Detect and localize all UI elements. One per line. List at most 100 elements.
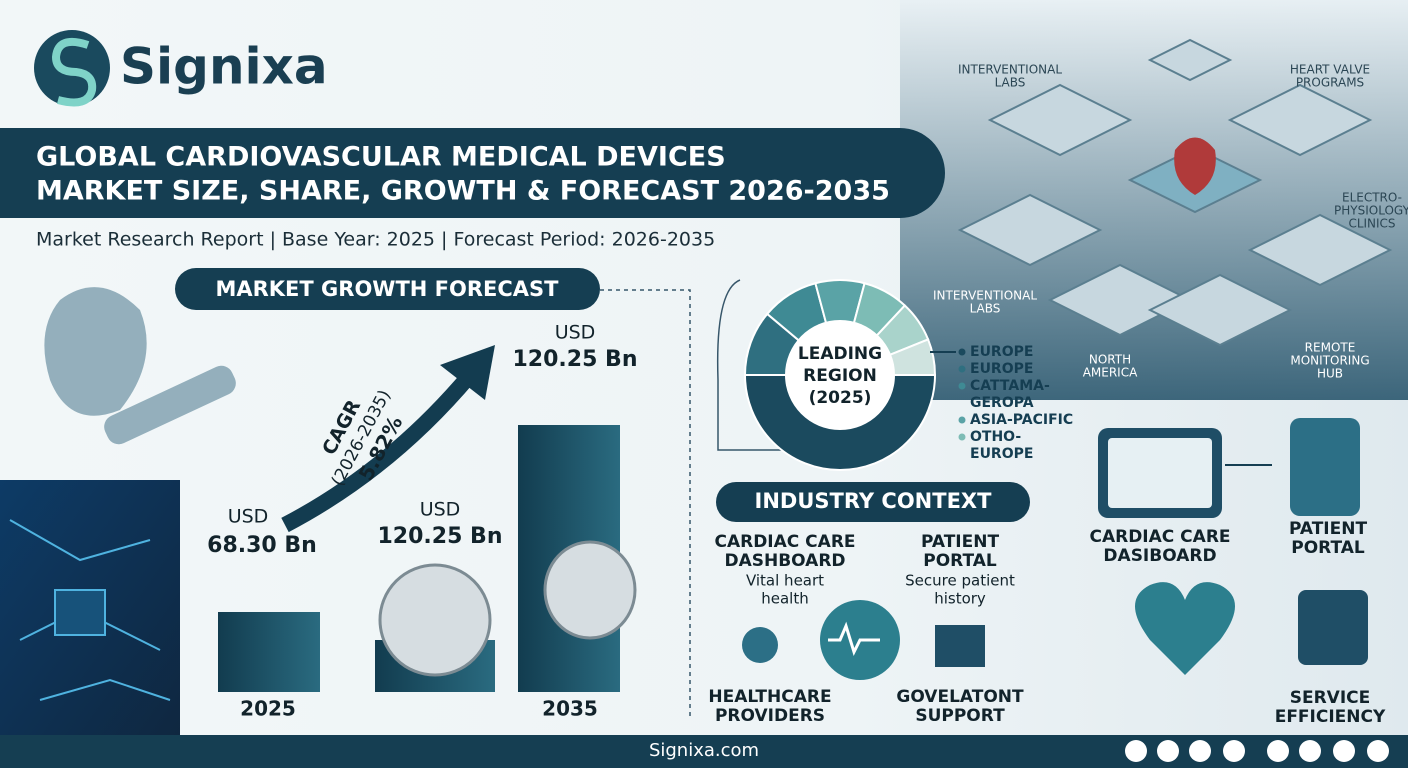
- service-label: SERVICE: [1290, 688, 1371, 708]
- donut-center: (2025): [809, 388, 872, 408]
- bar-year: 2035: [542, 697, 598, 721]
- industry-title: CARDIAC CARE: [714, 532, 855, 552]
- doctor-icon: [742, 627, 778, 663]
- map-label: LABS: [970, 302, 1001, 316]
- divider: [716, 279, 840, 451]
- bar-year: 2025: [240, 697, 296, 721]
- bar-currency: USD: [228, 506, 269, 528]
- bar-currency: USD: [420, 499, 461, 521]
- title-banner: [0, 128, 945, 218]
- divider: [600, 289, 691, 720]
- industry-title: PORTAL: [923, 551, 997, 571]
- phone-icon: [1290, 418, 1360, 516]
- bar-amount: 120.25 Bn: [513, 347, 638, 372]
- map-label: INTERVENTIONAL: [933, 289, 1037, 303]
- legend-label: CATTAMA-: [970, 378, 1050, 394]
- legend-bullet: [958, 433, 966, 441]
- heart-icon: [1174, 137, 1216, 195]
- service-label: CARDIAC CARE: [1089, 527, 1230, 547]
- map-label: CLINICS: [1348, 217, 1395, 231]
- map-label: NORTH: [1089, 353, 1131, 367]
- legend-label: EUROPE: [970, 344, 1033, 360]
- bar: [218, 612, 320, 692]
- map-label: LABS: [995, 76, 1026, 90]
- map-label: PROGRAMS: [1296, 76, 1364, 90]
- map-label: ELECTRO-: [1342, 191, 1402, 205]
- legend-label: ASIA-PACIFIC: [970, 412, 1073, 428]
- legend-label: EUROPE: [970, 361, 1033, 377]
- industry-title: GOVELATONT: [896, 687, 1024, 707]
- legend-bullet: [958, 382, 966, 390]
- legend-bullet: [958, 416, 966, 424]
- map-label: MONITORING: [1290, 354, 1369, 368]
- industry-title: PATIENT: [921, 532, 999, 552]
- service-label: EFFICIENCY: [1275, 707, 1386, 727]
- social-icon[interactable]: [1267, 740, 1289, 762]
- map-label: HEART VALVE: [1290, 63, 1370, 77]
- legend-label: GEROPA: [970, 395, 1034, 411]
- section-heading: INDUSTRY CONTEXT: [755, 489, 993, 513]
- industry-title: DASHBOARD: [724, 551, 845, 571]
- social-icon[interactable]: [1125, 740, 1147, 762]
- legend-label: OTHO-: [970, 429, 1021, 445]
- service-label: PORTAL: [1291, 538, 1365, 558]
- section-heading-bg: [175, 268, 600, 310]
- brand-name: Signixa: [120, 38, 328, 96]
- bar-amount: 68.30 Bn: [207, 533, 317, 558]
- section-heading: MARKET GROWTH FORECAST: [215, 277, 559, 301]
- growth-arrow-head: [440, 345, 495, 400]
- subtitle: Market Research Report | Base Year: 2025…: [36, 229, 715, 251]
- title-line: MARKET SIZE, SHARE, GROWTH & FORECAST 20…: [36, 176, 890, 207]
- map-label: HUB: [1317, 367, 1343, 381]
- industry-title: SUPPORT: [915, 706, 1005, 726]
- heart-illustration: [44, 287, 236, 445]
- service-label: DASIBOARD: [1103, 546, 1216, 566]
- donut-hole: [785, 320, 895, 430]
- donut-center: REGION: [803, 366, 877, 386]
- legend-bullet: [958, 348, 966, 356]
- legend-label: EUROPE: [970, 446, 1033, 462]
- social-icon[interactable]: [1367, 740, 1389, 762]
- social-icon[interactable]: [1333, 740, 1355, 762]
- pacemaker-icon: [378, 563, 492, 677]
- region-legend: EUROPEEUROPECATTAMA-GEROPAASIA-PACIFICOT…: [958, 344, 1073, 462]
- industry-desc: Vital heart: [746, 572, 824, 590]
- map-background: [900, 0, 1408, 400]
- industry-title: HEALTHCARE: [708, 687, 831, 707]
- footer-site[interactable]: Signixa.com: [649, 740, 759, 761]
- logo-s: [51, 38, 97, 107]
- social-icon[interactable]: [1299, 740, 1321, 762]
- map-rooms: [957, 38, 1393, 347]
- circuit-lines: [9, 519, 171, 701]
- heart-service-icon: [1135, 582, 1235, 675]
- section-heading-bg: [716, 482, 1030, 522]
- map-label: AMERICA: [1083, 366, 1138, 380]
- government-icon: [935, 625, 985, 667]
- map-label: PHYSIOLOGY: [1334, 204, 1408, 218]
- bar-currency: USD: [555, 322, 596, 344]
- dashboard-screen: [1108, 438, 1212, 508]
- bar-amount: 120.25 Bn: [378, 524, 503, 549]
- industry-title: PROVIDERS: [715, 706, 825, 726]
- social-icon[interactable]: [1223, 740, 1245, 762]
- industry-desc: history: [934, 590, 986, 608]
- industry-desc: Secure patient: [905, 572, 1015, 590]
- pacemaker-icon: [543, 540, 637, 640]
- growth-arrow: [281, 369, 477, 533]
- wallet-icon: [1298, 590, 1368, 665]
- map-label: REMOTE: [1305, 341, 1356, 355]
- social-icon[interactable]: [1189, 740, 1211, 762]
- industry-desc: health: [761, 590, 808, 608]
- title-line: GLOBAL CARDIOVASCULAR MEDICAL DEVICES: [36, 142, 726, 173]
- donut-center: LEADING: [798, 344, 882, 364]
- social-icons: [1125, 740, 1389, 762]
- legend-bullet: [958, 365, 966, 373]
- map-label: INTERVENTIONAL: [958, 63, 1062, 77]
- pulse-line: [828, 621, 880, 657]
- social-icon[interactable]: [1157, 740, 1179, 762]
- service-label: PATIENT: [1289, 519, 1367, 539]
